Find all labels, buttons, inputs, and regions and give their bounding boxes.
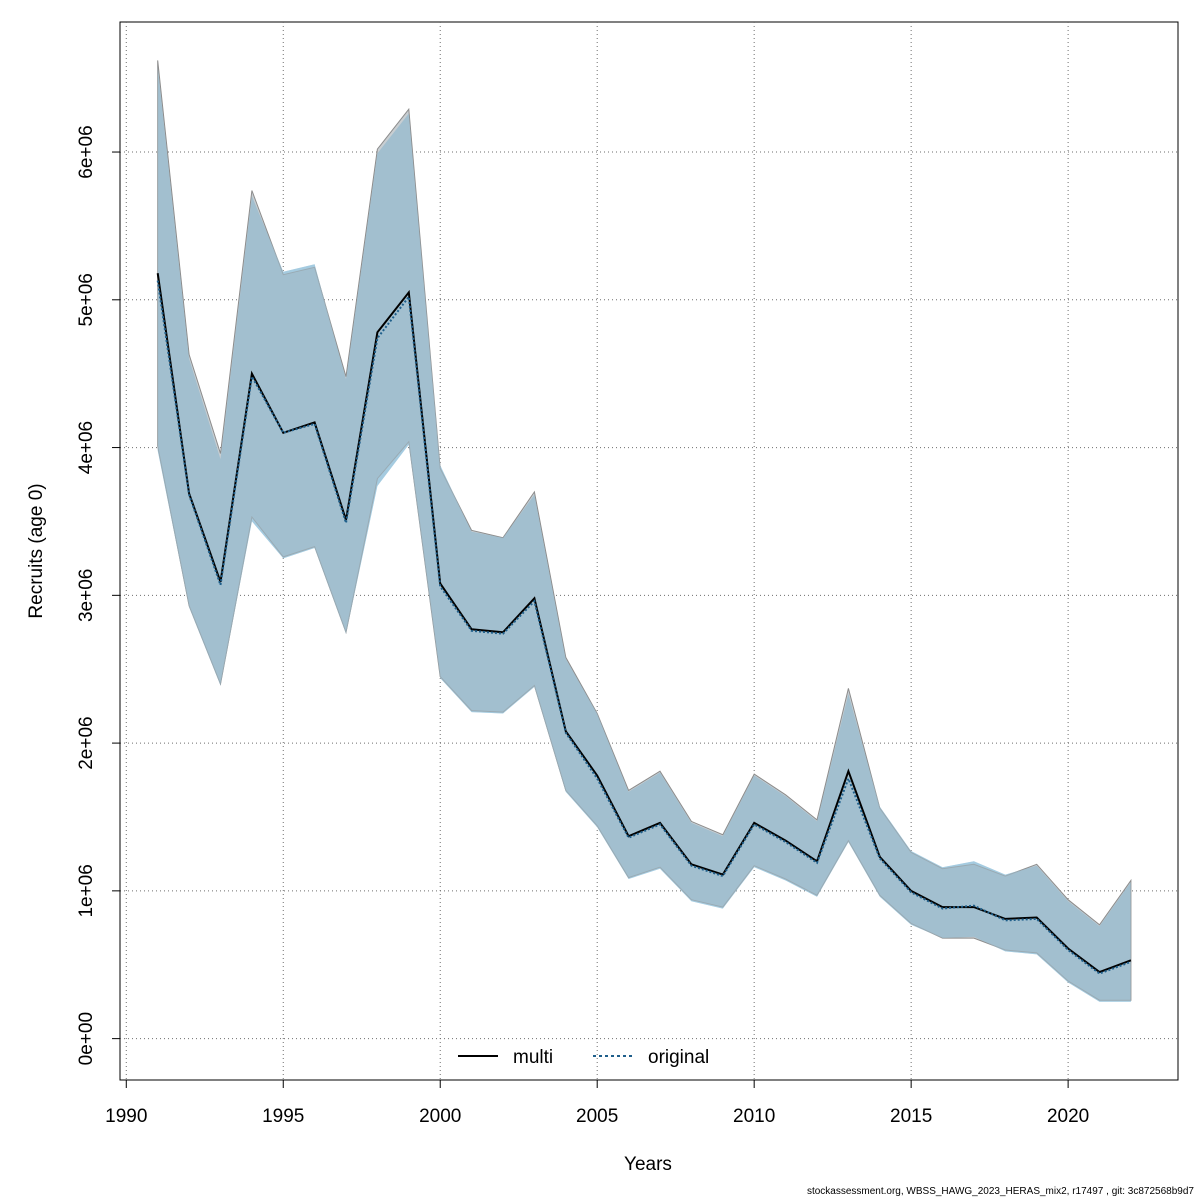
x-tick-label: 2010 xyxy=(733,1106,775,1127)
band-overlap xyxy=(157,66,1131,1002)
x-tick-label: 2015 xyxy=(890,1106,932,1127)
confidence-bands xyxy=(157,60,1132,1002)
y-tick-label: 0e+00 xyxy=(76,1012,97,1065)
x-tick-label: 1990 xyxy=(105,1106,147,1127)
legend-original-label: original xyxy=(648,1047,709,1068)
legend: multi original xyxy=(458,1047,709,1068)
legend-multi-label: multi xyxy=(513,1047,553,1068)
y-tick-label: 6e+06 xyxy=(76,125,97,178)
x-tick-label: 1995 xyxy=(262,1106,304,1127)
x-tick-label: 2005 xyxy=(576,1106,618,1127)
x-axis-title: Years xyxy=(624,1154,672,1175)
y-tick-label: 3e+06 xyxy=(76,569,97,622)
series-line-multi xyxy=(156,273,1132,974)
y-tick-label: 4e+06 xyxy=(76,421,97,474)
y-axis-title: Recruits (age 0) xyxy=(26,483,47,618)
footer-note: stockassessment.org, WBSS_HAWG_2023_HERA… xyxy=(806,1186,1194,1197)
axes: 1990 1995 2000 2005 2010 2015 2020 0e+00 1e+06 2e… xyxy=(76,125,1089,1127)
y-tick-label: 2e+06 xyxy=(76,716,97,769)
x-tick-label: 2020 xyxy=(1047,1106,1089,1127)
series-line-original xyxy=(156,280,1132,975)
y-tick-label: 5e+06 xyxy=(76,273,97,326)
series-lines xyxy=(156,273,1132,975)
y-tick-label: 1e+06 xyxy=(76,864,97,917)
x-tick-label: 2000 xyxy=(419,1106,461,1127)
